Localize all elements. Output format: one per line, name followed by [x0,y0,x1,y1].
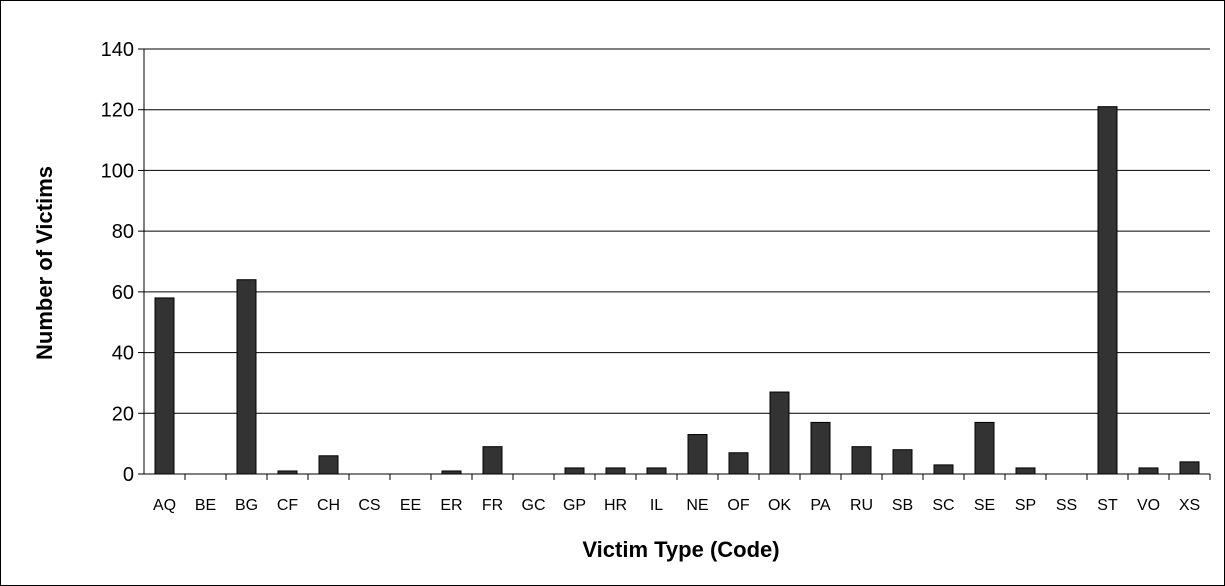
x-tick-label-CS: CS [358,497,380,514]
bar-VO [1138,467,1159,475]
bar-SC [933,464,954,475]
bar-GP [564,467,585,475]
x-tick-labels: AQ BE BG CF CH CS EE ER FR GC GP HR IL NE OF OK PA RU SB SC… [153,497,1200,514]
x-tick-label-ST: ST [1097,497,1118,514]
bar-SP [1015,467,1036,475]
bar-FR [482,446,503,475]
bar-OK [769,391,790,475]
y-tick-label-60: 60 [112,282,134,304]
y-tick-label-0: 0 [123,464,134,486]
bar-OF [728,452,749,475]
x-tick-label-GC: GC [522,497,546,514]
bar-AQ [154,297,175,475]
gridlines [144,48,1210,414]
y-tick-label-120: 120 [101,100,134,122]
x-tick-label-CF: CF [277,497,299,514]
x-tick-label-FR: FR [482,497,503,514]
bar-SB [892,449,913,475]
x-axis-title: Victim Type (Code) [582,537,779,562]
bar-ST [1097,106,1118,475]
y-tick-label-20: 20 [112,403,134,425]
bar-XS [1179,461,1200,475]
x-tick-label-OF: OF [727,497,749,514]
bar-SE [974,421,995,475]
bar-BG [236,279,257,475]
x-tick-label-SB: SB [892,497,913,514]
y-tick-labels: 0 20 40 60 80 100 120 140 [101,39,134,486]
bar-CH [318,455,339,475]
x-tick-label-SP: SP [1015,497,1036,514]
bar-NE [687,434,708,475]
bars [154,106,1200,475]
bar-PA [810,421,831,475]
y-tick-label-140: 140 [101,39,134,61]
x-tick-label-BG: BG [235,497,258,514]
x-tick-label-VO: VO [1137,497,1160,514]
x-tick-label-PA: PA [810,497,830,514]
y-tick-label-100: 100 [101,160,134,182]
x-tick-label-CH: CH [317,497,340,514]
x-tick-label-RU: RU [850,497,873,514]
x-tick-label-SE: SE [974,497,995,514]
x-tick-label-SC: SC [932,497,954,514]
bar-IL [646,467,667,475]
x-tick-label-HR: HR [604,497,627,514]
x-tick-label-IL: IL [650,497,663,514]
x-tick-label-OK: OK [768,497,791,514]
x-tick-label-BE: BE [195,497,216,514]
x-tick-label-EE: EE [400,497,421,514]
y-tick-label-40: 40 [112,343,134,365]
y-axis-title: Number of Victims [32,166,57,360]
x-tick-label-NE: NE [686,497,708,514]
x-tick-label-AQ: AQ [153,497,176,514]
axes [138,48,1211,480]
x-tick-label-XS: XS [1179,497,1200,514]
x-tick-label-SS: SS [1056,497,1077,514]
x-tick-label-GP: GP [563,497,586,514]
bar-HR [605,467,626,475]
y-tick-label-80: 80 [112,221,134,243]
x-tick-label-ER: ER [440,497,462,514]
bar-RU [851,446,872,475]
